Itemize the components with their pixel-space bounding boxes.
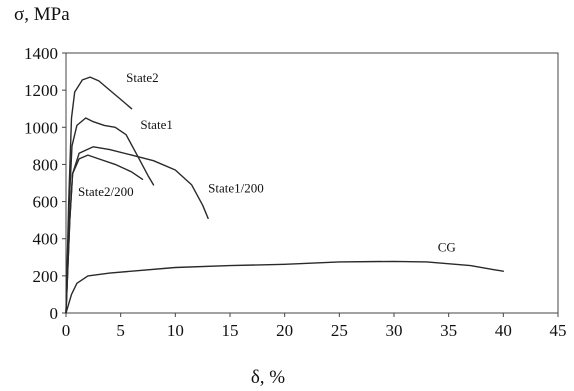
- series-line-state1-200: [65, 146, 209, 314]
- x-tick-label: 35: [440, 321, 457, 340]
- y-tick-label: 400: [33, 230, 59, 249]
- series-line-cg: [65, 260, 504, 314]
- y-tick-label: 800: [33, 155, 59, 174]
- x-tick-label: 25: [331, 321, 348, 340]
- y-axis-title: σ, MPa: [14, 4, 70, 25]
- plot-frame: [65, 52, 559, 314]
- series-line-state2: [65, 76, 133, 314]
- y-tick-label: 1400: [24, 44, 58, 63]
- series-label-state1: State1: [140, 117, 173, 132]
- series-label-state1-200: State1/200: [208, 180, 264, 195]
- axes: 0 200 400 600 800 1000 1200 1400 0 5 10 15 20 25 30 35 4…: [24, 44, 567, 340]
- y-tick-label: 0: [50, 304, 59, 323]
- series-line-state1: [65, 117, 155, 314]
- x-axis-title: δ, %: [251, 367, 285, 388]
- series-lines: [65, 76, 504, 314]
- x-tick-label: 5: [116, 321, 125, 340]
- x-tick-label: 0: [62, 321, 71, 340]
- series-label-cg: CG: [438, 240, 456, 255]
- x-tick-label: 15: [222, 321, 239, 340]
- y-tick-label: 600: [33, 193, 59, 212]
- y-tick-label: 200: [33, 267, 59, 286]
- x-tick-label: 30: [386, 321, 403, 340]
- series-label-state2-200: State2/200: [78, 184, 134, 199]
- series-label-state2: State2: [126, 70, 159, 85]
- x-tick-label: 20: [276, 321, 293, 340]
- x-tick-label: 10: [167, 321, 184, 340]
- x-tick-label: 45: [550, 321, 567, 340]
- y-tick-label: 1000: [24, 118, 58, 137]
- series-line-state2-200: [65, 154, 144, 314]
- series-labels: State2 State1 State1/200 State2/200 CG: [78, 70, 456, 255]
- y-tick-label: 1200: [24, 81, 58, 100]
- x-tick-label: 40: [495, 321, 512, 340]
